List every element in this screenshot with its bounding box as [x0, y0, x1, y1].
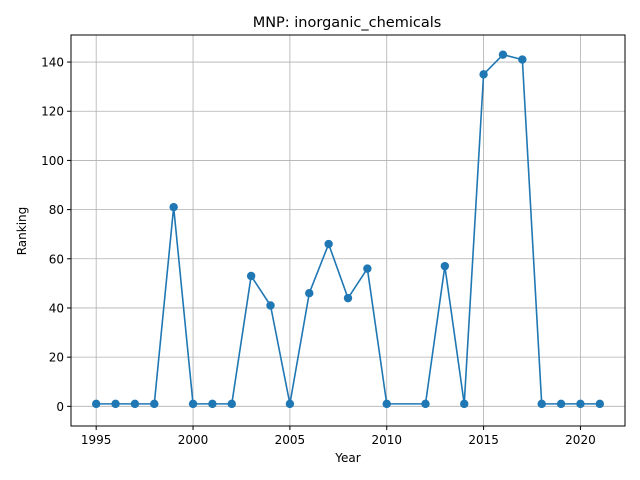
- data-point: [595, 399, 605, 409]
- data-point: [285, 399, 295, 409]
- chart-title: MNP: inorganic_chemicals: [253, 15, 442, 31]
- data-point: [130, 399, 140, 409]
- y-tick-label: 120: [41, 105, 64, 119]
- data-point: [208, 399, 217, 409]
- data-point: [266, 301, 275, 310]
- y-axis-label: Ranking: [15, 207, 29, 256]
- data-point: [460, 399, 469, 409]
- plot-frame: [70, 34, 626, 427]
- x-tick-label: 2020: [565, 433, 596, 447]
- x-axis-label: Year: [334, 451, 360, 465]
- data-point: [324, 239, 333, 249]
- data-point: [518, 55, 527, 64]
- data-point: [188, 399, 198, 409]
- data-point: [537, 399, 546, 409]
- axis-ticks: 1995 2000 2005 2010 2015 2020 0 20 40 60 80 100 120 1…: [41, 56, 596, 447]
- data-point: [169, 202, 178, 212]
- data-point: [111, 399, 120, 409]
- data-point: [91, 399, 101, 409]
- y-tick-label: 0: [56, 400, 64, 414]
- data-point: [227, 399, 236, 409]
- y-tick-label: 80: [49, 203, 64, 217]
- y-tick-label: 20: [49, 351, 64, 365]
- y-tick-label: 140: [41, 56, 64, 70]
- x-tick-label: 2010: [371, 433, 402, 447]
- x-tick-label: 2005: [275, 433, 306, 447]
- series-line: [96, 53, 600, 405]
- data-point: [363, 264, 372, 273]
- x-tick-label: 2015: [468, 433, 499, 447]
- grid-lines: [71, 35, 625, 426]
- data-point: [305, 289, 314, 298]
- data-point: [421, 399, 430, 409]
- data-point: [498, 50, 508, 59]
- data-point: [440, 261, 450, 271]
- data-point: [479, 70, 488, 79]
- data-point: [150, 399, 159, 409]
- y-tick-label: 60: [49, 252, 64, 266]
- data-point: [343, 293, 353, 303]
- data-series: [91, 50, 605, 409]
- y-tick-label: 40: [49, 301, 64, 315]
- data-point: [556, 399, 566, 409]
- data-point: [246, 271, 256, 281]
- x-tick-label: 2000: [178, 433, 209, 447]
- data-point: [382, 399, 391, 409]
- data-point: [576, 399, 585, 409]
- x-tick-label: 1995: [81, 433, 112, 447]
- y-tick-label: 100: [41, 154, 64, 168]
